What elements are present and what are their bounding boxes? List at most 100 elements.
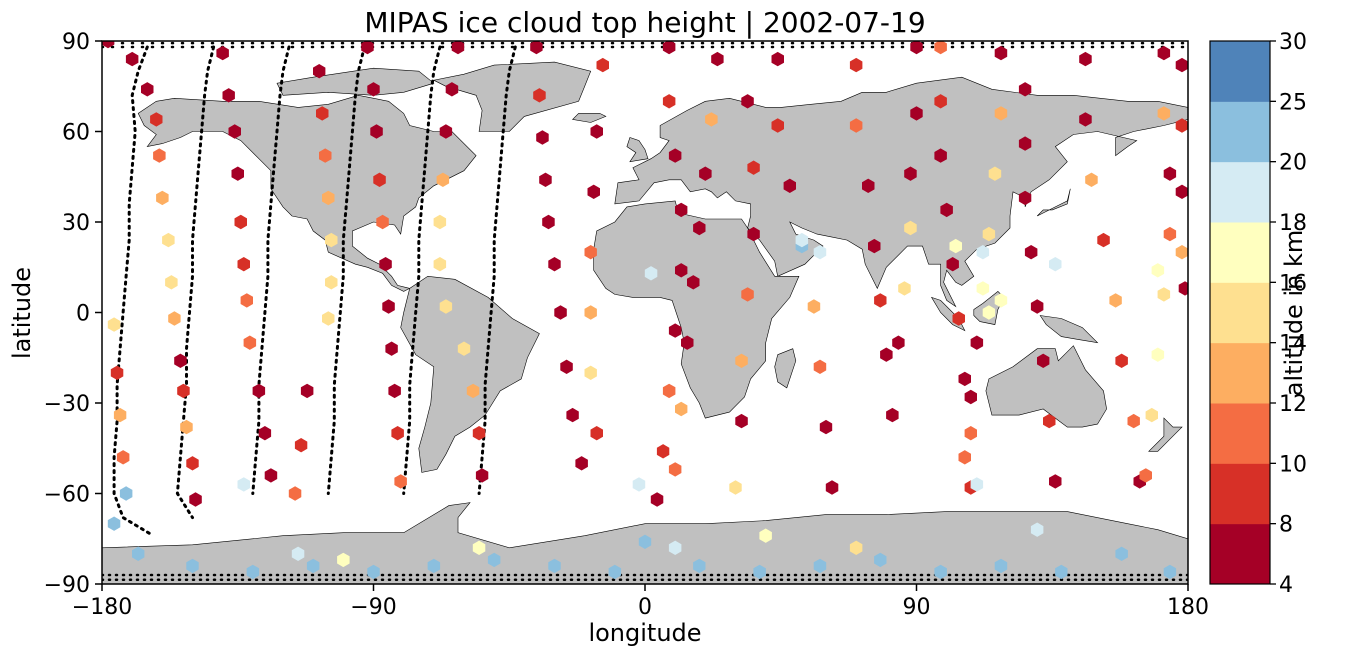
cloud-point (940, 202, 953, 218)
colorbar-tick-label: 16 (1279, 271, 1307, 296)
cloud-point (376, 214, 389, 230)
cloud-point (1145, 407, 1158, 423)
cloud-point (306, 558, 320, 574)
x-tick-label: 0 (638, 595, 652, 620)
cloud-point (1163, 564, 1177, 580)
cloud-point (237, 477, 250, 492)
cloud-point (107, 317, 121, 332)
cloud-point (958, 371, 971, 387)
cloud-point (668, 462, 682, 477)
colorbar-bin (1210, 342, 1270, 404)
cloud-point (325, 232, 338, 248)
cloud-point (252, 383, 266, 399)
cloud-point (1030, 522, 1044, 537)
colorbar-bin (1210, 101, 1270, 163)
cloud-point (813, 245, 827, 260)
cloud-point (813, 359, 827, 374)
cloud-point (472, 426, 486, 441)
cloud-point (590, 426, 603, 441)
cloud-markers (102, 41, 1188, 580)
cloud-point (186, 558, 199, 574)
y-tick-label: −60 (44, 483, 90, 508)
landmasses (102, 61, 1188, 584)
cloud-point (735, 353, 748, 368)
colorbar-bin (1210, 463, 1270, 525)
cloud-point (771, 51, 784, 67)
cloud-point (107, 516, 121, 531)
cloud-point (475, 468, 489, 483)
orbit-track-0 (112, 45, 155, 538)
cloud-point (141, 82, 154, 97)
cloud-point (783, 178, 796, 193)
cloud-point (436, 172, 450, 187)
cloud-point (1175, 57, 1188, 73)
cloud-point (246, 564, 260, 580)
cloud-point (747, 226, 760, 242)
cloud-point (584, 245, 597, 260)
cloud-point (472, 540, 486, 555)
cloud-point (530, 41, 543, 55)
land-new-zealand (1148, 417, 1183, 452)
cloud-point (1157, 287, 1171, 302)
orbit-track-3 (326, 45, 366, 495)
cloud-point (216, 45, 229, 61)
orbit-track-5 (477, 45, 517, 495)
cloud-point (132, 546, 145, 561)
colorbar-ticks: 4 8 10 12 14 16 18 20 25 30 (1270, 30, 1307, 598)
land-great-britain (626, 137, 649, 163)
cloud-point (711, 51, 724, 67)
cloud-point (681, 335, 694, 350)
cloud-point (391, 426, 404, 441)
colorbar-tick-label: 12 (1279, 392, 1307, 417)
cloud-point (662, 94, 676, 109)
cloud-point (110, 365, 124, 380)
cloud-point (1163, 166, 1177, 181)
cloud-point (687, 275, 700, 290)
cloud-point (1018, 82, 1032, 97)
y-tick-label: 30 (62, 211, 90, 236)
cloud-point (367, 564, 380, 580)
land-arctic-islands (276, 67, 435, 96)
cloud-point (741, 287, 754, 302)
cloud-point (994, 558, 1008, 574)
cloud-point (994, 106, 1008, 121)
cloud-point (886, 407, 899, 423)
cloud-point (174, 353, 187, 368)
orbit-track-2 (251, 45, 291, 495)
cloud-point (388, 383, 401, 399)
cloud-point (1079, 112, 1092, 127)
cloud-point (150, 112, 163, 127)
cloud-point (741, 94, 754, 109)
cloud-point (668, 540, 682, 555)
colorbar-frame (1209, 40, 1271, 585)
cloud-point (316, 106, 329, 121)
cloud-point (370, 124, 383, 139)
cloud-point (228, 124, 241, 139)
cloud-point (964, 426, 977, 441)
cloud-point (662, 41, 676, 55)
cloud-point (1157, 106, 1171, 121)
cloud-point (457, 341, 471, 356)
cloud-point (949, 238, 962, 254)
cloud-point (231, 166, 244, 181)
cloud-point (168, 311, 181, 326)
cloud-point (325, 275, 338, 290)
y-tick-label: 90 (62, 30, 90, 55)
y-tick-label: −30 (44, 392, 90, 417)
cloud-point (451, 41, 465, 55)
cloud-point (1151, 347, 1165, 362)
cloud-point (584, 305, 597, 320)
cloud-point (536, 130, 549, 145)
y-tick-label: 0 (76, 302, 90, 327)
x-tick-label: 180 (1167, 595, 1209, 620)
cloud-point (1178, 281, 1188, 296)
cloud-point (958, 450, 971, 465)
cloud-point (237, 257, 250, 272)
cloud-point (337, 552, 350, 568)
cloud-point (177, 383, 190, 399)
cloud-point (153, 148, 166, 163)
cloud-point (373, 172, 386, 187)
cloud-point (970, 335, 984, 350)
cloud-point (976, 245, 990, 260)
cloud-point (994, 45, 1008, 61)
